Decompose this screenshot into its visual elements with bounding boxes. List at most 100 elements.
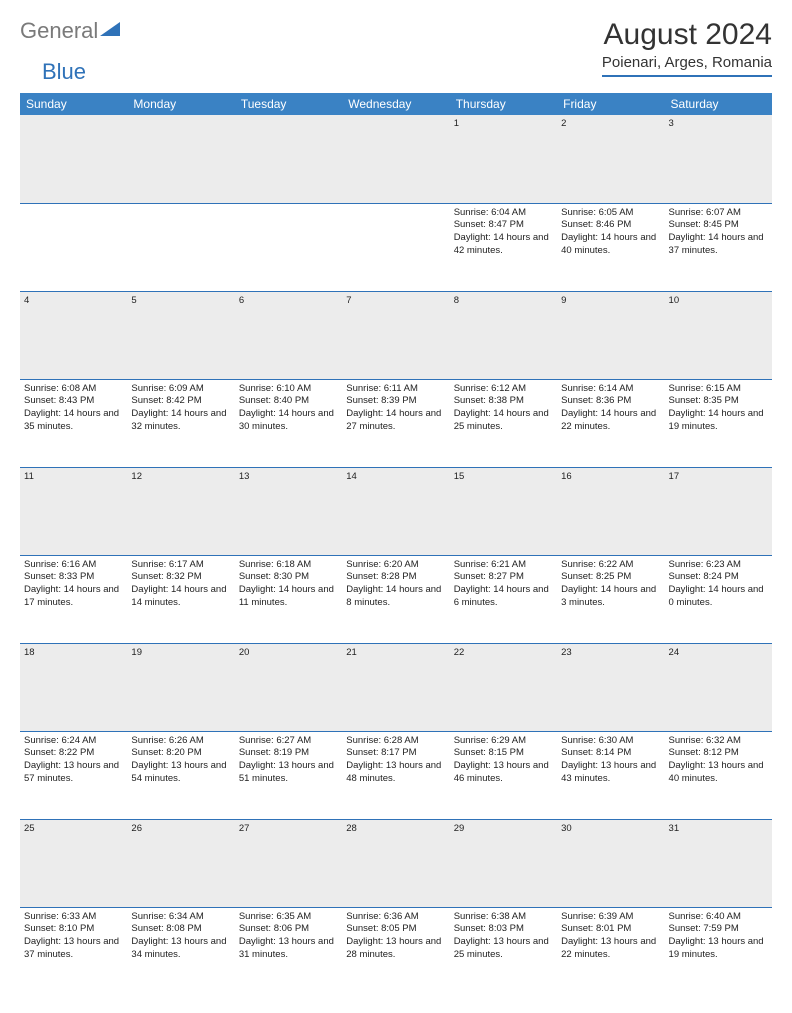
sunset-text: Sunset: 8:20 PM — [131, 747, 230, 760]
sunset-text: Sunset: 8:22 PM — [24, 747, 123, 760]
daylight-text: Daylight: 13 hours and 34 minutes. — [131, 936, 230, 962]
day-number-cell: 2 — [557, 115, 664, 203]
day-number-cell: 11 — [20, 467, 127, 555]
daynum-row: 45678910 — [20, 291, 772, 379]
sunset-text: Sunset: 8:03 PM — [454, 923, 553, 936]
sunset-text: Sunset: 8:01 PM — [561, 923, 660, 936]
sunrise-text: Sunrise: 6:33 AM — [24, 911, 123, 924]
day-number-cell: 19 — [127, 643, 234, 731]
sunset-text: Sunset: 8:47 PM — [454, 219, 553, 232]
sunrise-text: Sunrise: 6:39 AM — [561, 911, 660, 924]
sunrise-text: Sunrise: 6:29 AM — [454, 735, 553, 748]
day-detail-cell: Sunrise: 6:24 AMSunset: 8:22 PMDaylight:… — [20, 731, 127, 819]
sunrise-text: Sunrise: 6:15 AM — [669, 383, 768, 396]
day-detail-cell: Sunrise: 6:22 AMSunset: 8:25 PMDaylight:… — [557, 555, 664, 643]
day-detail-cell: Sunrise: 6:34 AMSunset: 8:08 PMDaylight:… — [127, 907, 234, 995]
daylight-text: Daylight: 14 hours and 32 minutes. — [131, 408, 230, 434]
day-number-cell: 7 — [342, 291, 449, 379]
daylight-text: Daylight: 14 hours and 11 minutes. — [239, 584, 338, 610]
day-number-cell: 31 — [665, 819, 772, 907]
day-number-cell: 12 — [127, 467, 234, 555]
sunrise-text: Sunrise: 6:16 AM — [24, 559, 123, 572]
day-detail-cell: Sunrise: 6:32 AMSunset: 8:12 PMDaylight:… — [665, 731, 772, 819]
day-detail-cell: Sunrise: 6:21 AMSunset: 8:27 PMDaylight:… — [450, 555, 557, 643]
sunset-text: Sunset: 8:08 PM — [131, 923, 230, 936]
day-number-cell: 4 — [20, 291, 127, 379]
day-detail-cell: Sunrise: 6:09 AMSunset: 8:42 PMDaylight:… — [127, 379, 234, 467]
day-number-cell: 17 — [665, 467, 772, 555]
daylight-text: Daylight: 13 hours and 31 minutes. — [239, 936, 338, 962]
day-detail-cell: Sunrise: 6:12 AMSunset: 8:38 PMDaylight:… — [450, 379, 557, 467]
sunrise-text: Sunrise: 6:40 AM — [669, 911, 768, 924]
day-number-cell — [235, 115, 342, 203]
location-text: Poienari, Arges, Romania — [602, 54, 772, 77]
day-detail-cell — [235, 203, 342, 291]
daylight-text: Daylight: 13 hours and 48 minutes. — [346, 760, 445, 786]
weekday-header: Saturday — [665, 93, 772, 115]
day-detail-cell: Sunrise: 6:15 AMSunset: 8:35 PMDaylight:… — [665, 379, 772, 467]
day-number-cell: 29 — [450, 819, 557, 907]
day-number-cell: 20 — [235, 643, 342, 731]
day-detail-cell: Sunrise: 6:07 AMSunset: 8:45 PMDaylight:… — [665, 203, 772, 291]
daylight-text: Daylight: 14 hours and 37 minutes. — [669, 232, 768, 258]
day-detail-cell: Sunrise: 6:39 AMSunset: 8:01 PMDaylight:… — [557, 907, 664, 995]
daylight-text: Daylight: 13 hours and 54 minutes. — [131, 760, 230, 786]
sunrise-text: Sunrise: 6:14 AM — [561, 383, 660, 396]
daylight-text: Daylight: 13 hours and 37 minutes. — [24, 936, 123, 962]
sunset-text: Sunset: 8:17 PM — [346, 747, 445, 760]
sunrise-text: Sunrise: 6:26 AM — [131, 735, 230, 748]
day-detail-cell: Sunrise: 6:38 AMSunset: 8:03 PMDaylight:… — [450, 907, 557, 995]
sunrise-text: Sunrise: 6:17 AM — [131, 559, 230, 572]
day-number-cell: 5 — [127, 291, 234, 379]
sunset-text: Sunset: 8:40 PM — [239, 395, 338, 408]
daylight-text: Daylight: 14 hours and 42 minutes. — [454, 232, 553, 258]
day-detail-cell: Sunrise: 6:11 AMSunset: 8:39 PMDaylight:… — [342, 379, 449, 467]
day-number-cell: 8 — [450, 291, 557, 379]
weekday-header-row: SundayMondayTuesdayWednesdayThursdayFrid… — [20, 93, 772, 115]
daynum-row: 25262728293031 — [20, 819, 772, 907]
daylight-text: Daylight: 14 hours and 19 minutes. — [669, 408, 768, 434]
daynum-row: 18192021222324 — [20, 643, 772, 731]
daylight-text: Daylight: 14 hours and 0 minutes. — [669, 584, 768, 610]
sunrise-text: Sunrise: 6:05 AM — [561, 207, 660, 220]
detail-row: Sunrise: 6:08 AMSunset: 8:43 PM Daylight:… — [20, 379, 772, 467]
daylight-text: Daylight: 14 hours and 27 minutes. — [346, 408, 445, 434]
sunrise-text: Sunrise: 6:36 AM — [346, 911, 445, 924]
sunrise-text: Sunrise: 6:21 AM — [454, 559, 553, 572]
sunset-text: Sunset: 8:42 PM — [131, 395, 230, 408]
day-detail-cell: Sunrise: 6:33 AMSunset: 8:10 PMDaylight:… — [20, 907, 127, 995]
day-number-cell: 1 — [450, 115, 557, 203]
day-number-cell: 23 — [557, 643, 664, 731]
sunrise-text: Sunrise: 6:11 AM — [346, 383, 445, 396]
weekday-header: Monday — [127, 93, 234, 115]
sunset-text: Sunset: 8:24 PM — [669, 571, 768, 584]
day-number-cell — [127, 115, 234, 203]
sunset-text: Sunset: 8:33 PM — [24, 571, 123, 584]
daylight-text: Daylight: 13 hours and 40 minutes. — [669, 760, 768, 786]
sunset-text: Sunset: 8:15 PM — [454, 747, 553, 760]
day-detail-cell: Sunrise: 6:26 AMSunset: 8:20 PMDaylight:… — [127, 731, 234, 819]
day-detail-cell: Sunrise: 6:08 AMSunset: 8:43 PMDaylight:… — [20, 379, 127, 467]
daylight-text: Daylight: 13 hours and 22 minutes. — [561, 936, 660, 962]
day-number-cell: 27 — [235, 819, 342, 907]
sunrise-text: Sunrise: 6:08 AM — [24, 383, 123, 396]
daylight-text: Daylight: 13 hours and 28 minutes. — [346, 936, 445, 962]
logo: General — [20, 18, 122, 44]
weekday-header: Wednesday — [342, 93, 449, 115]
day-detail-cell — [342, 203, 449, 291]
daylight-text: Daylight: 14 hours and 17 minutes. — [24, 584, 123, 610]
sunset-text: Sunset: 8:43 PM — [24, 395, 123, 408]
daylight-text: Daylight: 13 hours and 25 minutes. — [454, 936, 553, 962]
day-number-cell: 30 — [557, 819, 664, 907]
day-detail-cell: Sunrise: 6:16 AMSunset: 8:33 PMDaylight:… — [20, 555, 127, 643]
day-detail-cell: Sunrise: 6:14 AMSunset: 8:36 PMDaylight:… — [557, 379, 664, 467]
day-number-cell: 14 — [342, 467, 449, 555]
day-detail-cell: Sunrise: 6:30 AMSunset: 8:14 PMDaylight:… — [557, 731, 664, 819]
daylight-text: Daylight: 14 hours and 6 minutes. — [454, 584, 553, 610]
sunrise-text: Sunrise: 6:28 AM — [346, 735, 445, 748]
sunset-text: Sunset: 8:10 PM — [24, 923, 123, 936]
sunset-text: Sunset: 8:28 PM — [346, 571, 445, 584]
logo-text-blue: Blue — [42, 59, 86, 84]
sunset-text: Sunset: 8:30 PM — [239, 571, 338, 584]
day-detail-cell — [20, 203, 127, 291]
